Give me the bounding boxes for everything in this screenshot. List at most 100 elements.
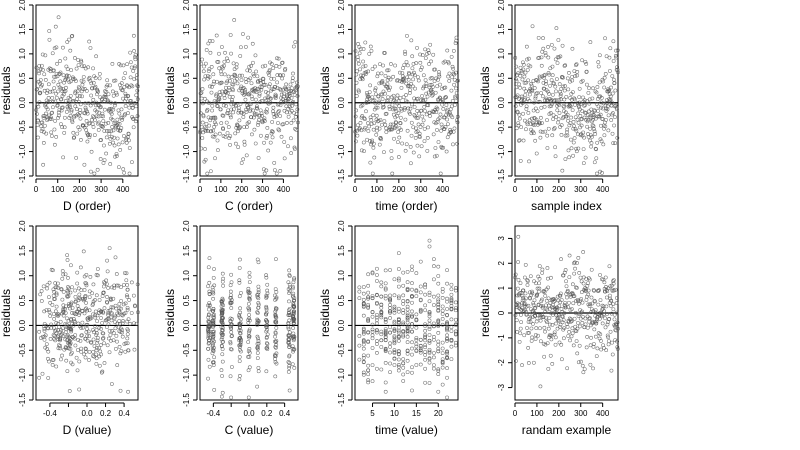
data-point [396,155,401,159]
data-point [436,281,441,286]
data-point [573,266,577,271]
data-point [449,104,454,109]
data-point [71,130,76,135]
data-point [570,46,575,51]
data-point [598,273,602,277]
data-point [548,83,552,88]
data-point [370,95,375,100]
plot-frame [35,225,139,401]
data-point [513,104,518,108]
data-point [100,97,105,101]
data-point [101,119,106,123]
data-point [440,98,445,103]
data-point [432,294,436,299]
y-tick-label: 2.0 [18,0,27,11]
data-point [83,293,88,298]
data-point [217,97,222,102]
plot-frame [354,225,459,401]
data-point [518,281,523,285]
data-point [228,339,233,344]
data-point [129,65,134,70]
data-point [265,291,270,296]
data-point [77,113,82,118]
data-point [128,101,133,105]
data-point [284,87,289,92]
data-point [105,78,110,83]
data-point [82,352,87,357]
data-point [427,381,432,385]
data-point [371,145,376,150]
data-point [410,388,414,393]
data-point [233,141,238,146]
data-point [586,118,591,122]
data-point [48,314,53,318]
data-point [587,277,592,282]
data-point [229,272,233,277]
data-point [414,344,419,349]
data-point [79,333,84,337]
data-point [530,335,534,340]
data-point [121,302,126,307]
data-point [415,143,420,148]
data-point [136,84,140,89]
data-point [571,301,576,306]
data-point [599,105,604,110]
data-point [51,325,56,330]
data-point [97,76,102,81]
data-point [273,331,278,336]
data-point [264,323,269,328]
data-point [396,251,401,255]
data-point [78,102,83,107]
data-point [427,238,432,243]
data-point [370,138,374,143]
data-point [614,310,619,315]
data-point [565,366,570,371]
data-point [229,334,234,339]
data-point [410,54,415,59]
data-point [558,322,563,327]
data-point [84,107,88,112]
data-point [237,278,242,283]
data-point [356,58,361,62]
data-point [401,379,406,383]
data-point [102,143,106,148]
data-point [379,71,384,76]
data-point [375,342,379,346]
data-point [440,312,445,316]
data-point [250,97,255,101]
data-point [556,298,561,303]
data-point [540,94,545,99]
data-point [288,82,293,87]
data-point [392,277,397,282]
data-point [113,154,117,159]
data-point [45,107,50,112]
data-point [270,129,274,134]
data-point [607,264,612,269]
data-point [255,87,260,91]
data-point [118,388,123,393]
data-point [357,334,362,338]
data-point [456,78,460,83]
data-point [392,136,396,141]
data-point [247,334,252,339]
data-point [276,56,281,61]
data-point [519,320,524,325]
data-point [210,134,215,139]
data-point [135,97,140,102]
data-point [436,140,441,144]
data-point [440,304,445,309]
data-point [117,165,121,170]
data-point [445,375,449,380]
data-point [554,26,559,31]
data-point [52,289,57,294]
data-point [50,51,55,56]
data-point [441,107,446,111]
data-point [599,123,603,128]
data-point [405,307,410,312]
data-point [446,61,451,66]
data-point [68,97,72,102]
data-point [241,115,246,119]
data-point [247,68,252,73]
data-point [132,347,137,352]
data-point [69,68,74,73]
